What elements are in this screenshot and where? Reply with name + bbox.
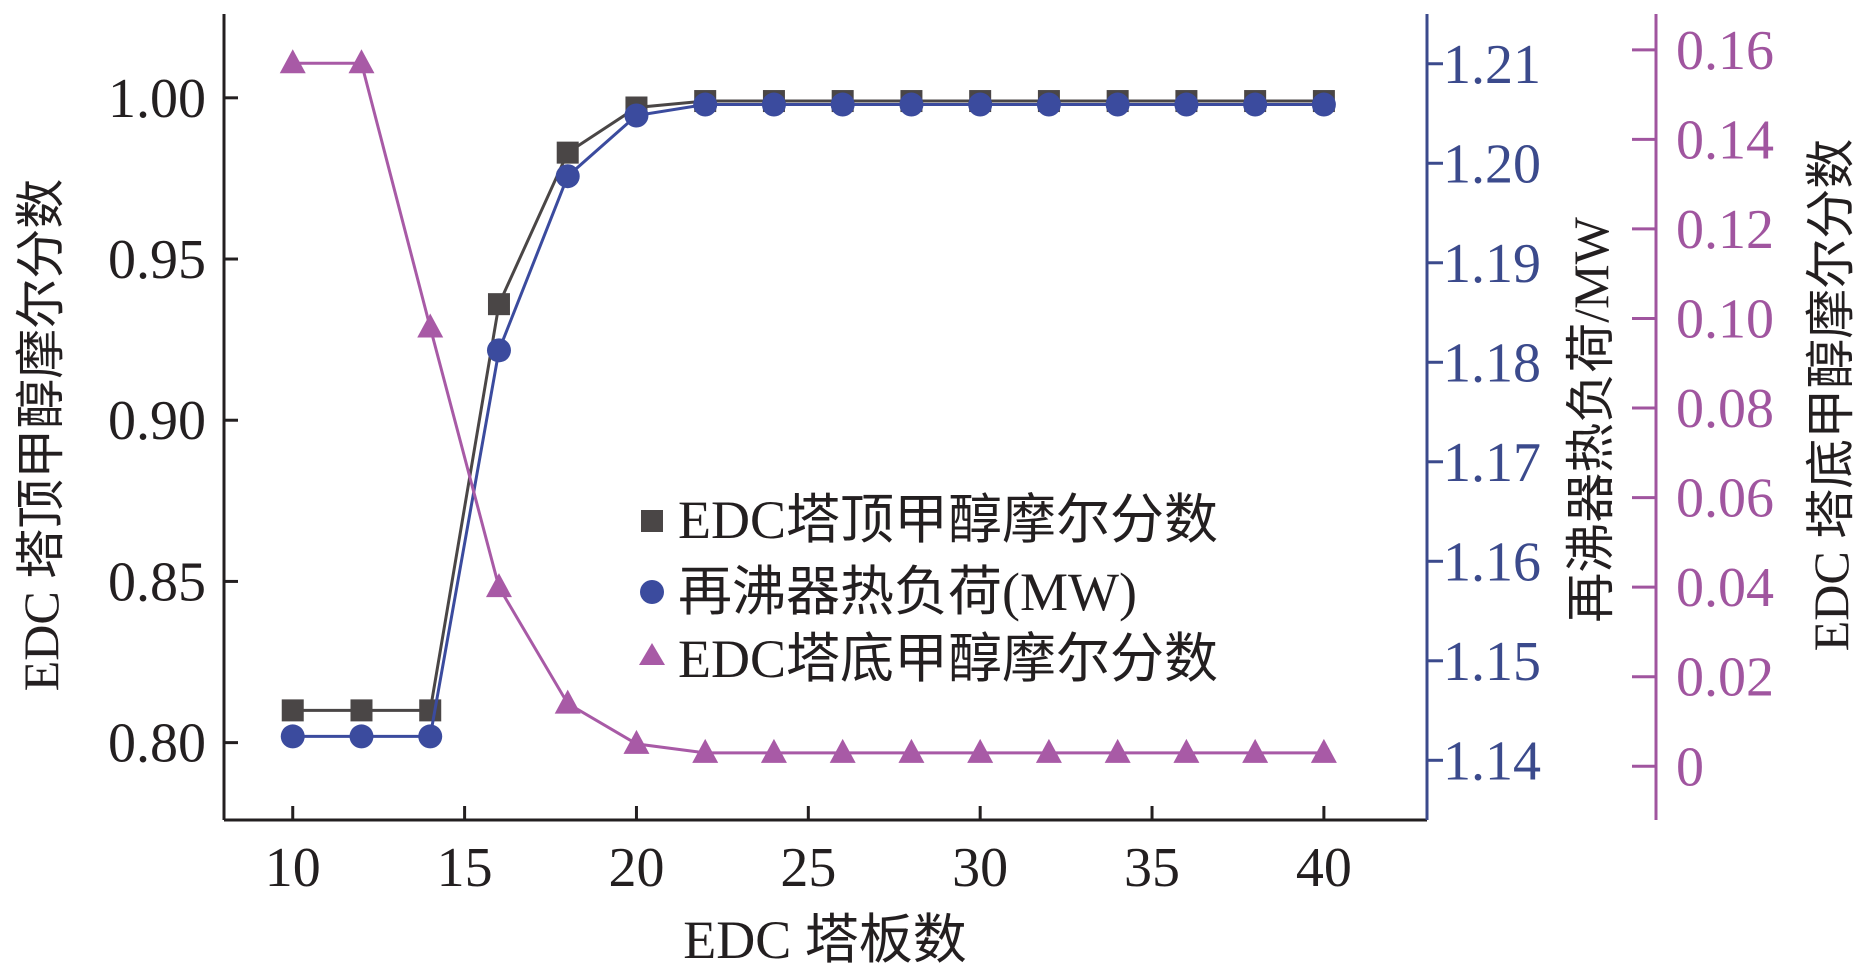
right-y-tick-label-reboiler: 1.18 <box>1443 332 1541 394</box>
series-point-square <box>350 699 373 722</box>
right-y-tick-label-bottom: 0.14 <box>1676 109 1774 171</box>
series-point-square <box>419 699 442 722</box>
legend-label-bottom-fraction: EDC塔底甲醇摩尔分数 <box>678 629 1218 689</box>
series-point-circle <box>624 103 649 128</box>
left-y-tick-label: 0.85 <box>108 551 206 613</box>
series-point-triangle <box>485 573 512 598</box>
series-point-circle <box>693 92 718 117</box>
series-point-circle <box>968 92 993 117</box>
right-y-tick-label-reboiler: 1.21 <box>1443 34 1541 96</box>
left-y-tick-label: 1.00 <box>108 68 206 130</box>
series-point-circle <box>280 724 305 749</box>
axes-group: 10 15 20 25 30 35 40 0.80 0.85 0.90 0.95 1.00 1.14 1.… <box>108 14 1774 899</box>
right-y-tick-label-bottom: 0 <box>1676 736 1704 798</box>
legend-marker-bottom-fraction <box>639 643 665 665</box>
series-point-square <box>556 141 579 164</box>
right-y-tick-label-reboiler: 1.19 <box>1443 233 1541 295</box>
left-y-tick-label: 0.80 <box>108 713 206 775</box>
series-point-triangle <box>1173 738 1200 763</box>
right-y-tick-label-bottom: 0.12 <box>1676 199 1774 261</box>
right-y-tick-label-bottom: 0.08 <box>1676 378 1774 440</box>
series-point-circle <box>1311 92 1336 117</box>
series-point-square <box>487 293 510 316</box>
series-point-triangle <box>554 689 581 714</box>
series-point-circle <box>349 724 374 749</box>
series-point-circle <box>761 92 786 117</box>
series-point-triangle <box>279 49 306 74</box>
x-tick-label: 20 <box>608 837 664 899</box>
series-point-square <box>281 699 304 722</box>
right-y-tick-label-bottom: 0.02 <box>1676 647 1774 709</box>
series-point-triangle <box>348 49 375 74</box>
series-point-circle <box>1243 92 1268 117</box>
x-tick-label: 15 <box>437 837 493 899</box>
series-point-circle <box>1105 92 1130 117</box>
series-point-circle <box>555 164 580 189</box>
right-y-tick-label-bottom: 0.06 <box>1676 468 1774 530</box>
right-y-tick-label-bottom: 0.04 <box>1676 557 1774 619</box>
left-y-tick-label: 0.95 <box>108 229 206 291</box>
x-axis-label: EDC 塔板数 <box>683 910 967 970</box>
series-point-triangle <box>623 729 650 754</box>
series-point-triangle <box>1242 738 1269 763</box>
x-tick-label: 30 <box>952 837 1008 899</box>
legend-marker-top-fraction <box>641 510 663 532</box>
series-point-triangle <box>898 738 925 763</box>
x-tick-label: 10 <box>265 837 321 899</box>
series-line-1 <box>292 103 1324 738</box>
series-point-triangle <box>417 313 444 338</box>
right-axis-label-bottom: EDC 塔底甲醇摩尔分数 <box>1803 139 1859 652</box>
right-y-tick-label-reboiler: 1.20 <box>1443 133 1541 195</box>
series-line-0 <box>292 99 1324 712</box>
x-tick-label: 40 <box>1296 837 1352 899</box>
right-y-tick-label-reboiler: 1.14 <box>1443 730 1541 792</box>
left-axis-label: EDC 塔顶甲醇摩尔分数 <box>13 179 69 692</box>
right-y-tick-label-reboiler: 1.15 <box>1443 631 1541 693</box>
right-y-tick-label-reboiler: 1.17 <box>1443 432 1541 494</box>
legend-label-top-fraction: EDC塔顶甲醇摩尔分数 <box>678 490 1218 550</box>
series-point-triangle <box>967 738 994 763</box>
left-y-tick-label: 0.90 <box>108 390 206 452</box>
series-point-circle <box>486 338 511 363</box>
legend: EDC塔顶甲醇摩尔分数 再沸器热负荷(MW) EDC塔底甲醇摩尔分数 <box>639 490 1218 689</box>
series-point-triangle <box>1104 738 1131 763</box>
series-point-circle <box>1036 92 1061 117</box>
series-point-triangle <box>692 738 719 763</box>
right-y-tick-label-bottom: 0.10 <box>1676 288 1774 350</box>
legend-label-reboiler-duty: 再沸器热负荷(MW) <box>678 562 1137 622</box>
series-point-triangle <box>1310 738 1337 763</box>
right-y-tick-label-bottom: 0.16 <box>1676 20 1774 82</box>
series-line-2 <box>292 61 1324 755</box>
right-axis-label-reboiler: 再沸器热负荷/MW <box>1563 216 1619 622</box>
series-point-circle <box>899 92 924 117</box>
series-point-circle <box>1174 92 1199 117</box>
series-point-triangle <box>760 738 787 763</box>
series-point-triangle <box>829 738 856 763</box>
x-tick-label: 35 <box>1124 837 1180 899</box>
x-tick-label: 25 <box>780 837 836 899</box>
series-point-circle <box>830 92 855 117</box>
right-y-tick-label-reboiler: 1.16 <box>1443 531 1541 593</box>
legend-marker-reboiler-duty <box>640 580 664 604</box>
series-point-circle <box>418 724 443 749</box>
series-point-triangle <box>1035 738 1062 763</box>
series-group <box>279 49 1337 763</box>
